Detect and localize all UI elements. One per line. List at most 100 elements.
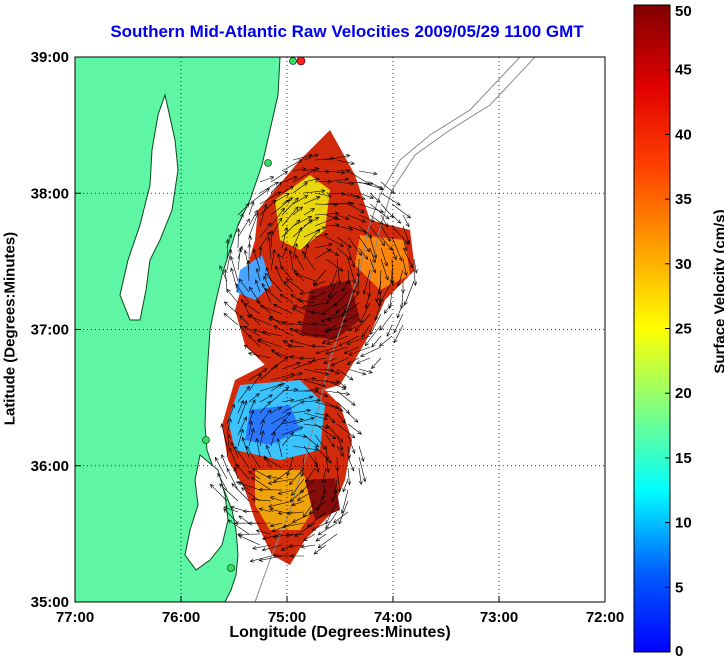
velocity-arrow (259, 203, 268, 227)
velocity-arrow (214, 456, 228, 480)
velocity-arrow (364, 291, 371, 310)
velocity-arrow (281, 159, 303, 172)
velocity-arrow (270, 181, 282, 194)
velocity-arrow (269, 229, 274, 249)
velocity-arrow (277, 489, 294, 495)
velocity-arrow (347, 214, 367, 223)
colorbar-tick-label: 50 (675, 3, 692, 20)
velocity-arrow (369, 225, 386, 247)
velocity-arrow (221, 453, 228, 469)
velocity-arrow (337, 335, 360, 347)
velocity-arrow (243, 325, 261, 337)
velocity-arrow (325, 511, 338, 530)
velocity-arrow (241, 298, 250, 315)
velocity-arrow (259, 176, 275, 183)
velocity-arrow (267, 317, 294, 326)
velocity-arrow (247, 334, 261, 348)
velocity-arrow (402, 247, 414, 269)
velocity-arrow (281, 246, 288, 260)
velocity-arrow (343, 346, 360, 354)
velocity-arrow (314, 434, 327, 450)
colorbar-tick-label: 30 (675, 256, 692, 273)
velocity-arrow (292, 219, 313, 238)
velocity-arrow (336, 236, 352, 248)
velocity-arrow (380, 181, 396, 194)
velocity-arrow (243, 344, 261, 359)
velocity-arrow (358, 368, 373, 374)
x-axis-label: Longitude (Degrees:Minutes) (229, 624, 451, 641)
velocity-arrow (237, 203, 250, 216)
velocity-arrow (290, 478, 305, 497)
velocity-arrow (358, 236, 371, 253)
pamlico-sound (184, 454, 229, 571)
velocity-arrow (325, 214, 340, 221)
velocity-arrow (325, 423, 344, 443)
velocity-arrow (290, 294, 305, 304)
velocity-arrow (270, 431, 276, 447)
velocity-arrow (293, 328, 316, 337)
velocity-arrow (325, 434, 335, 448)
velocity-arrow (289, 554, 304, 559)
velocity-arrow (371, 357, 382, 370)
velocity-arrow (226, 433, 231, 458)
velocity-arrow (270, 418, 287, 436)
velocity-arrow (255, 437, 261, 458)
velocity-arrow (248, 393, 260, 403)
velocity-arrow (314, 445, 332, 464)
velocity-arrow (343, 291, 360, 314)
velocity-arrow (292, 416, 315, 425)
velocity-arrow (237, 218, 250, 238)
velocity-arrow (347, 467, 352, 486)
velocity-arrow (247, 351, 272, 359)
velocity-arrow (312, 280, 327, 287)
velocity-arrow (391, 203, 412, 219)
velocity-arrow (347, 423, 362, 435)
velocity-arrow (292, 169, 317, 183)
velocity-arrow (328, 280, 338, 299)
velocity-arrow (270, 386, 290, 403)
velocity-arrow (252, 248, 261, 271)
velocity-arrow (369, 203, 390, 220)
velocity-arrow (230, 441, 239, 458)
velocity-arrow (240, 487, 261, 502)
y-tick-label: 39:00 (31, 49, 69, 66)
velocity-arrow (237, 212, 244, 227)
velocity-arrow (303, 226, 327, 238)
velocity-arrow (238, 515, 250, 524)
velocity-arrow (266, 474, 283, 480)
velocity-arrow (261, 544, 283, 552)
velocity-arrow (310, 310, 327, 315)
velocity-arrow (248, 399, 256, 414)
velocity-arrow (325, 201, 353, 206)
velocity-arrow (330, 357, 349, 367)
velocity-arrow (245, 445, 261, 469)
velocity-arrow (347, 445, 352, 459)
velocity-arrow (281, 197, 299, 216)
velocity-arrow (369, 181, 384, 191)
velocity-arrow (292, 361, 313, 370)
velocity-arrow (326, 313, 349, 321)
velocity-arrow (358, 467, 363, 486)
velocity-arrow (274, 352, 294, 359)
velocity-arrow (292, 408, 312, 414)
velocity-arrow (251, 497, 272, 502)
velocity-arrow (378, 335, 393, 347)
velocity-arrow (247, 521, 272, 526)
velocity-arrow (317, 522, 338, 536)
velocity-arrow (402, 214, 410, 228)
velocity-arrow (291, 500, 305, 507)
velocity-arrow (225, 238, 230, 260)
velocity-arrow (292, 376, 317, 381)
velocity-arrow (369, 192, 381, 203)
velocity-arrow (281, 226, 288, 249)
velocity-arrow (336, 201, 355, 206)
velocity-arrow (347, 203, 365, 213)
y-tick-label: 37:00 (31, 322, 69, 339)
velocity-arrow (330, 269, 338, 287)
velocity-arrow (396, 302, 404, 319)
velocity-arrow (281, 372, 303, 381)
velocity-arrow (263, 456, 283, 469)
velocity-arrow (239, 325, 250, 337)
velocity-arrow (358, 214, 376, 223)
